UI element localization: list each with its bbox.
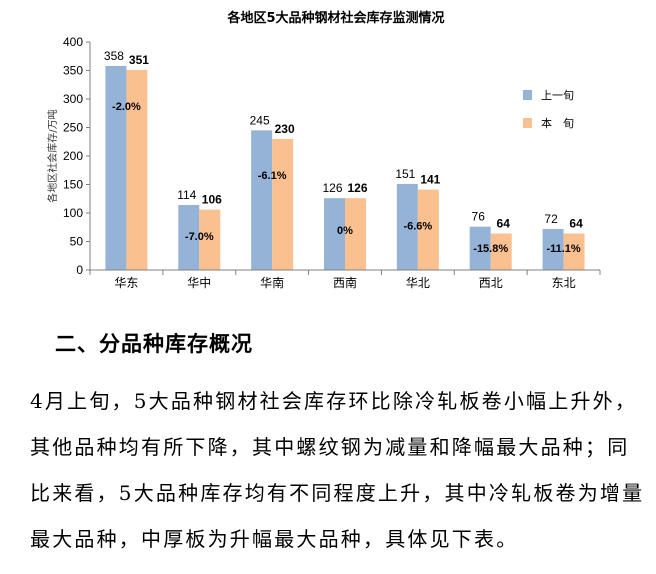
bar-value-current: 64: [497, 217, 511, 231]
bar-value-previous: 72: [544, 212, 558, 226]
x-category-label: 华南: [260, 275, 284, 290]
y-tick-label: 150: [63, 178, 83, 192]
change-percent-label: -7.0%: [185, 231, 214, 243]
bar-value-previous: 126: [322, 181, 342, 195]
bar-value-current: 64: [569, 217, 583, 231]
bar-current-period: [563, 233, 585, 270]
x-category-label: 华中: [187, 275, 211, 290]
bar-current-period: [417, 189, 439, 270]
legend-swatch: [523, 90, 532, 100]
legend-entry: 本 旬: [541, 116, 574, 130]
y-tick-label: 0: [76, 263, 83, 277]
bar-previous-period: [396, 183, 418, 270]
bar-previous-period: [251, 130, 273, 270]
bar-value-current: 106: [202, 193, 222, 207]
bar-value-previous: 151: [395, 167, 415, 181]
change-percent-label: 0%: [337, 225, 353, 237]
y-axis-label: 各地区社会库存/万吨: [46, 109, 59, 202]
bar-previous-period: [469, 226, 491, 270]
bar-value-previous: 76: [472, 210, 486, 224]
bar-value-current: 351: [129, 53, 149, 67]
bar-value-previous: 358: [104, 49, 124, 63]
bar-current-period: [490, 233, 512, 270]
y-tick-label: 400: [63, 35, 83, 49]
legend-entry: 上一旬: [541, 89, 574, 102]
change-percent-label: -6.1%: [258, 170, 287, 182]
bar-current-period: [126, 69, 148, 271]
x-category-label: 西南: [333, 275, 357, 290]
bar-current-period: [272, 138, 294, 270]
bar-previous-period: [324, 198, 345, 270]
bar-value-current: 141: [420, 173, 440, 187]
bar-previous-period: [542, 228, 564, 270]
change-percent-label: -11.1%: [546, 243, 580, 255]
chart-title: 各地区5大品种钢材社会库存监测情况: [226, 10, 444, 26]
inventory-bar-chart: 各地区5大品种钢材社会库存监测情况 各地区社会库存/万吨 0 50 100 150 20…: [46, 10, 601, 290]
x-category-label: 西北: [479, 276, 503, 290]
change-percent-label: -15.8%: [473, 243, 508, 255]
y-tick-label: 250: [63, 121, 83, 135]
change-percent-label: -6.6%: [403, 221, 432, 233]
x-category-label: 华东: [114, 276, 138, 290]
y-tick-label: 200: [63, 149, 83, 163]
bar-value-previous: 245: [250, 113, 270, 127]
body-paragraph: 4月上旬，5大品种钢材社会库存环比除冷轧板卷小幅上升外，其他品种均有所下降，其中…: [30, 389, 645, 551]
y-tick-label: 100: [63, 206, 83, 220]
bar-value-current: 230: [275, 122, 295, 136]
bar-current-period: [199, 209, 221, 270]
change-percent-label: -2.0%: [112, 101, 141, 113]
bar-series-group: [105, 65, 585, 271]
bar-value-previous: 114: [177, 188, 196, 202]
bar-value-current: 126: [347, 181, 367, 195]
y-tick-label: 300: [63, 92, 83, 106]
bar-previous-period: [105, 65, 127, 270]
y-axis: 0 50 100 150 200 250 300 350 400: [63, 35, 91, 277]
section-heading: 二、分品种库存概况: [55, 332, 253, 356]
x-category-label: 东北: [552, 276, 576, 290]
bar-current-period: [345, 198, 366, 270]
bar-value-labels: 358 351 -2.0% 114 106 -7.0% 245 230 -6.1% 126 126 0…: [104, 49, 583, 255]
x-category-label: 华北: [406, 276, 430, 290]
y-tick-label: 50: [70, 235, 84, 249]
bar-previous-period: [178, 205, 200, 270]
x-axis: 华东 华中 华南 西南 华北 西北 东北: [89, 269, 601, 290]
legend-swatch: [523, 118, 532, 128]
y-tick-label: 350: [63, 64, 83, 78]
